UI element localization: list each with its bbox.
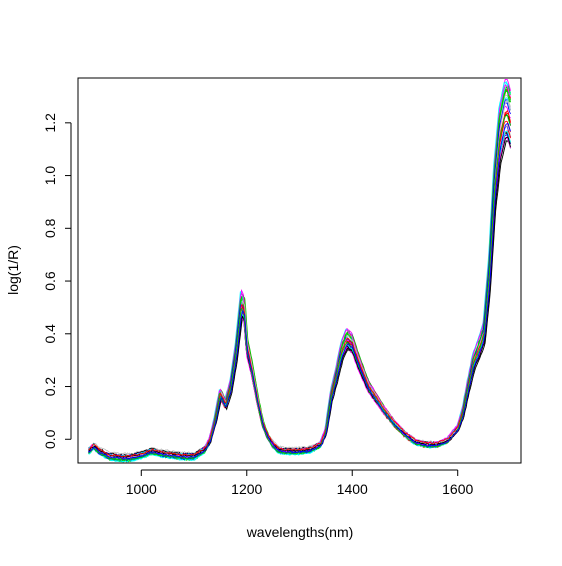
y-axis: 0.0 0.2 0.4 0.6 0.8 1.0 1.2 — [42, 113, 72, 449]
x-tick-label: 1600 — [442, 481, 473, 497]
y-tick-label: 1.0 — [42, 166, 58, 186]
y-tick-label: 1.2 — [42, 113, 58, 133]
x-tick-label: 1000 — [126, 481, 157, 497]
spectra-series-group — [88, 79, 511, 463]
y-tick-label: 0.0 — [42, 429, 58, 449]
spectrum-line — [88, 109, 511, 458]
spectrum-line — [88, 114, 511, 462]
y-axis-label: log(1/R) — [5, 245, 21, 295]
y-tick-label: 0.6 — [42, 271, 58, 291]
plot-frame — [77, 77, 522, 464]
x-tick-label: 1200 — [231, 481, 262, 497]
y-tick-label: 0.8 — [42, 218, 58, 238]
x-axis-label: wavelengths(nm) — [246, 524, 354, 540]
y-tick-label: 0.4 — [42, 324, 58, 344]
x-axis: 1000 1200 1400 1600 — [126, 469, 473, 497]
spectrum-line — [88, 123, 511, 460]
y-tick-label: 0.2 — [42, 377, 58, 397]
x-tick-label: 1400 — [337, 481, 368, 497]
